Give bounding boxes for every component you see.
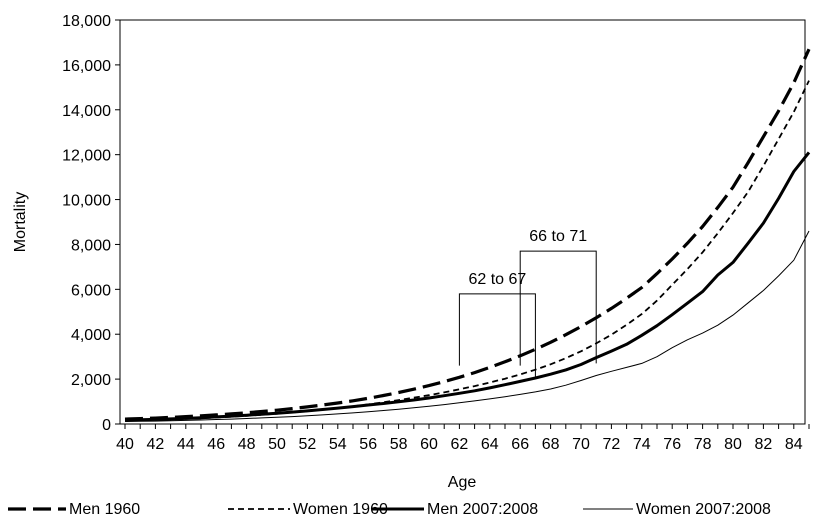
- x-axis: 40 42 44 46 48 50 52 54 56 58 60 62 64 66 68 70 72 74 76 78…: [116, 424, 810, 453]
- x-tick-label: 52: [299, 436, 317, 453]
- y-tick-label: 10,000: [62, 193, 111, 210]
- y-tick-label: 18,000: [62, 13, 111, 30]
- x-tick-label: 40: [116, 436, 134, 453]
- x-axis-title: Age: [448, 474, 477, 491]
- x-tick-label: 68: [542, 436, 560, 453]
- annotation-label: 62 to 67: [468, 271, 526, 288]
- x-tick-label: 58: [390, 436, 408, 453]
- x-tick-label: 78: [694, 436, 712, 453]
- x-tick-label: 56: [359, 436, 377, 453]
- y-tick-label: 0: [102, 417, 111, 434]
- annotation-bracket: [519, 250, 597, 366]
- y-tick-label: 14,000: [62, 103, 111, 120]
- x-tick-label: 70: [572, 436, 590, 453]
- series-line-1: [124, 80, 810, 422]
- legend-label-0: Men 1960: [69, 501, 140, 518]
- x-tick-label: 50: [268, 436, 286, 453]
- x-tick-label: 46: [207, 436, 225, 453]
- x-tick-label: 62: [451, 436, 469, 453]
- annotation-layer: 62 to 67 66 to 71: [458, 228, 597, 380]
- legend-label-1: Women 1960: [293, 501, 388, 518]
- x-tick-label: 80: [724, 436, 742, 453]
- y-axis-title: Mortality: [12, 192, 29, 252]
- series-layer: [124, 48, 811, 422]
- annotation-bracket: [458, 293, 536, 380]
- x-tick-label: 64: [481, 436, 499, 453]
- y-tick-label: 4,000: [71, 327, 111, 344]
- x-tick-label: 82: [755, 436, 773, 453]
- x-tick-label: 74: [633, 436, 651, 453]
- plot-area-frame: [119, 19, 806, 425]
- series-line-2: [124, 151, 811, 422]
- x-tick-label: 76: [663, 436, 681, 453]
- x-tick-label: 60: [420, 436, 438, 453]
- y-tick-label: 6,000: [71, 282, 111, 299]
- x-tick-label: 42: [147, 436, 165, 453]
- y-tick-label: 12,000: [62, 148, 111, 165]
- x-tick-label: 48: [238, 436, 256, 453]
- y-tick-label: 8,000: [71, 237, 111, 254]
- y-tick-label: 2,000: [71, 372, 111, 389]
- x-tick-label: 44: [177, 436, 195, 453]
- x-tick-label: 72: [603, 436, 621, 453]
- legend-label-2: Men 2007:2008: [427, 501, 538, 518]
- x-tick-label: 84: [785, 436, 803, 453]
- annotation-label: 66 to 71: [529, 228, 587, 245]
- x-tick-label: 54: [329, 436, 347, 453]
- legend: Men 1960 Women 1960 Men 2007:2008 Women 200…: [8, 501, 771, 518]
- y-axis: 0 2,000 4,000 6,000 8,000 10,000 12,000 14,000 1…: [62, 13, 120, 434]
- legend-label-3: Women 2007:2008: [636, 501, 771, 518]
- x-tick-label: 66: [511, 436, 529, 453]
- series-line-0: [124, 48, 811, 421]
- series-line-3: [124, 230, 810, 422]
- y-tick-label: 16,000: [62, 58, 111, 75]
